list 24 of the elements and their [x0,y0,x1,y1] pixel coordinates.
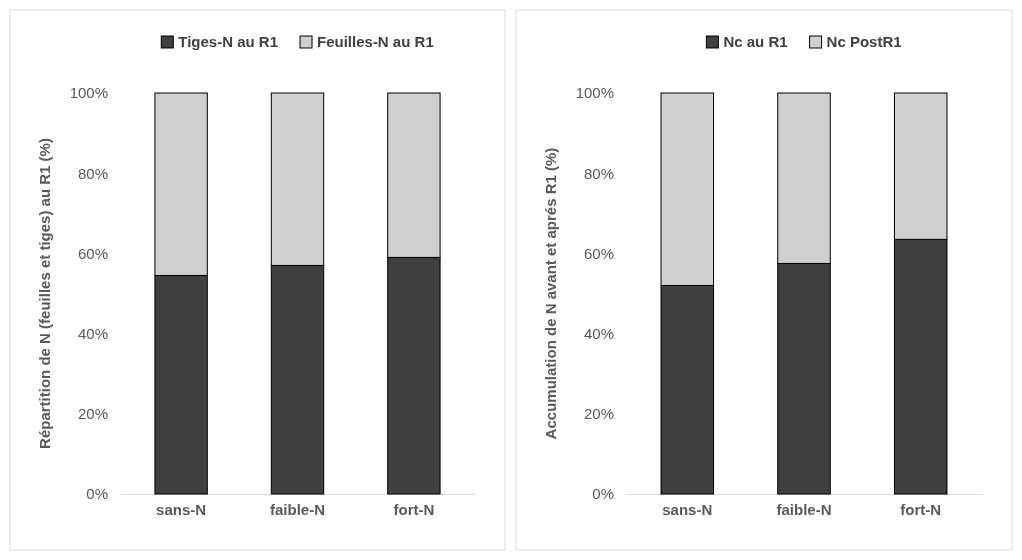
y-tick-label: 60% [77,244,108,262]
y-tick-label: 80% [583,164,614,182]
y-tick-label: 0% [592,485,614,503]
y-tick-label: 0% [86,485,108,503]
x-tick-label: faible-N [776,500,832,518]
y-axis-title: Accumulation de N avant et aprés R1 (%) [542,147,559,440]
x-tick-label: sans-N [156,500,207,518]
x-tick-label: faible-N [269,500,326,518]
x-tick-label: fort-N [900,500,942,518]
y-tick-label: 100% [575,84,614,102]
legend-label: Feuilles-N au R1 [317,33,434,50]
y-tick-label: 100% [69,84,108,102]
y-tick-label: 20% [77,405,108,423]
legend-label: Nc PostR1 [826,33,902,50]
legend-label: Tiges-N au R1 [178,33,279,50]
y-tick-label: 60% [583,244,614,262]
y-tick-label: 20% [583,405,614,423]
x-tick-label: fort-N [393,500,435,518]
x-tick-label: sans-N [662,500,713,518]
y-tick-label: 40% [583,324,614,342]
legend-label: Nc au R1 [723,33,788,50]
y-tick-label: 40% [77,324,108,342]
y-axis-title: Répartition de N (feuilles et tiges) au R1 (%) [36,138,53,449]
y-tick-label: 80% [77,164,108,182]
